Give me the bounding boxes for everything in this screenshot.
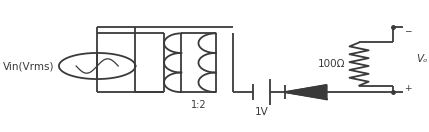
Text: 1:2: 1:2 xyxy=(190,100,206,110)
Text: 1V: 1V xyxy=(255,107,269,117)
Text: 100Ω: 100Ω xyxy=(318,59,346,69)
Text: +: + xyxy=(404,84,412,93)
Text: Vₒ: Vₒ xyxy=(417,55,428,64)
Text: −: − xyxy=(404,26,412,35)
Text: Vin(Vrms): Vin(Vrms) xyxy=(3,61,54,71)
Polygon shape xyxy=(284,85,326,99)
